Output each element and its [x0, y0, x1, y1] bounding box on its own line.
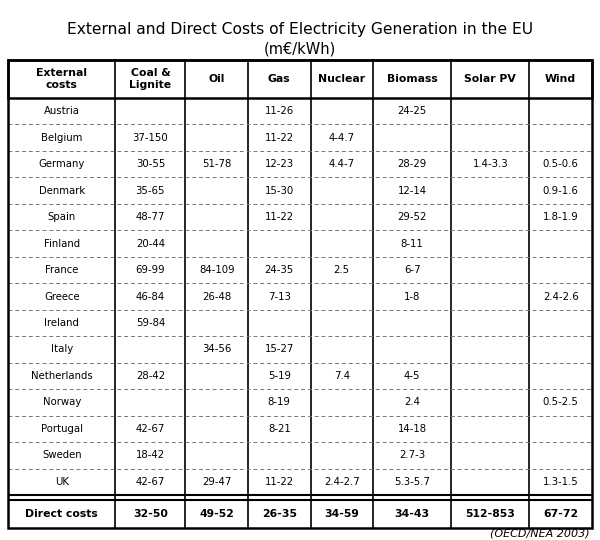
Text: 1-8: 1-8	[404, 292, 421, 301]
Text: 11-22: 11-22	[265, 477, 294, 487]
Text: 24-35: 24-35	[265, 265, 294, 275]
Text: 67-72: 67-72	[543, 509, 578, 519]
Text: Oil: Oil	[209, 74, 225, 84]
Text: Norway: Norway	[43, 397, 81, 407]
Text: Direct costs: Direct costs	[25, 509, 98, 519]
Text: 2.4-2.6: 2.4-2.6	[543, 292, 578, 301]
Text: 48-77: 48-77	[136, 212, 165, 222]
Text: (OECD/NEA 2003): (OECD/NEA 2003)	[490, 528, 590, 538]
Text: 26-35: 26-35	[262, 509, 297, 519]
Text: Austria: Austria	[44, 106, 80, 116]
Text: Greece: Greece	[44, 292, 80, 301]
Text: Solar PV: Solar PV	[464, 74, 516, 84]
Text: 32-50: 32-50	[133, 509, 168, 519]
Text: Gas: Gas	[268, 74, 290, 84]
Text: 11-22: 11-22	[265, 212, 294, 222]
Text: Biomass: Biomass	[387, 74, 437, 84]
Text: 4.4-7: 4.4-7	[329, 159, 355, 169]
Text: 8-19: 8-19	[268, 397, 291, 407]
Text: 49-52: 49-52	[199, 509, 234, 519]
Text: 24-25: 24-25	[398, 106, 427, 116]
Text: Coal &
Lignite: Coal & Lignite	[130, 68, 172, 90]
Text: Germany: Germany	[38, 159, 85, 169]
Text: 11-22: 11-22	[265, 133, 294, 143]
Text: Italy: Italy	[50, 345, 73, 354]
Text: Denmark: Denmark	[38, 186, 85, 195]
Text: 0.5-2.5: 0.5-2.5	[543, 397, 578, 407]
Text: 46-84: 46-84	[136, 292, 165, 301]
Text: 1.3-1.5: 1.3-1.5	[543, 477, 578, 487]
Text: Portugal: Portugal	[41, 424, 83, 434]
Text: Spain: Spain	[47, 212, 76, 222]
Text: 84-109: 84-109	[199, 265, 235, 275]
Text: UK: UK	[55, 477, 69, 487]
Text: 5.3-5.7: 5.3-5.7	[394, 477, 430, 487]
Bar	[8, 60, 592, 528]
Text: 29-47: 29-47	[202, 477, 232, 487]
Text: 4-5: 4-5	[404, 371, 421, 381]
Text: 0.5-0.6: 0.5-0.6	[543, 159, 578, 169]
Text: Belgium: Belgium	[41, 133, 82, 143]
Text: Sweden: Sweden	[42, 450, 82, 460]
Text: 29-52: 29-52	[397, 212, 427, 222]
Text: 35-65: 35-65	[136, 186, 165, 195]
Text: 69-99: 69-99	[136, 265, 165, 275]
Text: 18-42: 18-42	[136, 450, 165, 460]
Text: 1.4-3.3: 1.4-3.3	[473, 159, 508, 169]
Text: 26-48: 26-48	[202, 292, 232, 301]
Text: 2.7-3: 2.7-3	[399, 450, 425, 460]
Text: 2.4: 2.4	[404, 397, 420, 407]
Text: 2.4-2.7: 2.4-2.7	[324, 477, 359, 487]
Text: 1.8-1.9: 1.8-1.9	[543, 212, 578, 222]
Text: 15-27: 15-27	[265, 345, 294, 354]
Text: France: France	[45, 265, 79, 275]
Text: 8-11: 8-11	[401, 239, 424, 248]
Text: Finland: Finland	[44, 239, 80, 248]
Text: 42-67: 42-67	[136, 424, 165, 434]
Text: 7.4: 7.4	[334, 371, 350, 381]
Text: 34-56: 34-56	[202, 345, 232, 354]
Text: 12-14: 12-14	[398, 186, 427, 195]
Text: 51-78: 51-78	[202, 159, 232, 169]
Text: 7-13: 7-13	[268, 292, 291, 301]
Text: 12-23: 12-23	[265, 159, 294, 169]
Text: 14-18: 14-18	[398, 424, 427, 434]
Text: 37-150: 37-150	[133, 133, 169, 143]
Text: (m€/kWh): (m€/kWh)	[264, 41, 336, 56]
Text: 0.9-1.6: 0.9-1.6	[543, 186, 578, 195]
Text: External and Direct Costs of Electricity Generation in the EU: External and Direct Costs of Electricity…	[67, 22, 533, 37]
Text: Wind: Wind	[545, 74, 576, 84]
Text: 2.5: 2.5	[334, 265, 350, 275]
Bar	[8, 60, 592, 98]
Text: 512-853: 512-853	[466, 509, 515, 519]
Text: 34-59: 34-59	[325, 509, 359, 519]
Text: 28-42: 28-42	[136, 371, 165, 381]
Text: 42-67: 42-67	[136, 477, 165, 487]
Text: 34-43: 34-43	[395, 509, 430, 519]
Text: Ireland: Ireland	[44, 318, 79, 328]
Text: 5-19: 5-19	[268, 371, 291, 381]
Text: 4-4.7: 4-4.7	[329, 133, 355, 143]
Text: 30-55: 30-55	[136, 159, 165, 169]
Text: 15-30: 15-30	[265, 186, 294, 195]
Text: 20-44: 20-44	[136, 239, 165, 248]
Text: External
costs: External costs	[36, 68, 87, 90]
Text: Netherlands: Netherlands	[31, 371, 92, 381]
Text: 28-29: 28-29	[398, 159, 427, 169]
Text: 59-84: 59-84	[136, 318, 165, 328]
Text: 6-7: 6-7	[404, 265, 421, 275]
Text: 8-21: 8-21	[268, 424, 290, 434]
Text: Nuclear: Nuclear	[318, 74, 365, 84]
Text: 11-26: 11-26	[265, 106, 294, 116]
